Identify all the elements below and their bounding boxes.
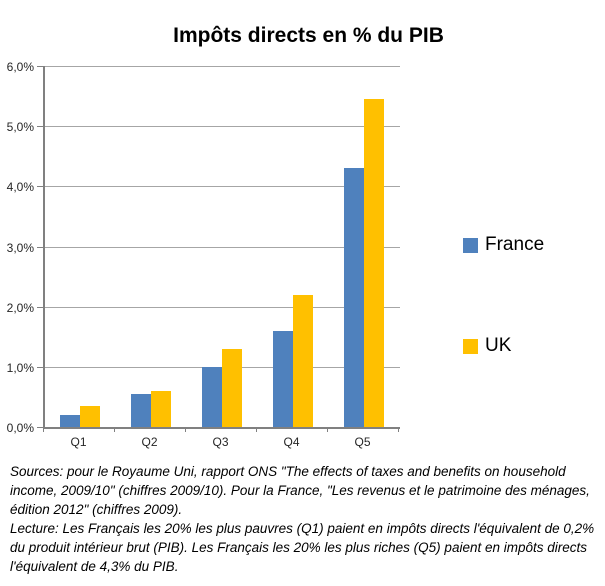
x-axis-label: Q1 <box>70 435 87 449</box>
y-axis-label: 6,0% <box>6 60 34 74</box>
footer-line: l'équivalent de 4,3% du PIB. <box>10 559 179 574</box>
uk-bar-q1 <box>80 405 100 427</box>
legend-swatch-icon <box>463 338 478 354</box>
legend-label: UK <box>485 335 512 356</box>
gridline <box>45 126 400 128</box>
legend-entry-uk: UK <box>463 334 511 358</box>
footer-line: Lecture: Les Français les 20% les plus p… <box>10 521 595 536</box>
y-axis-label: 5,0% <box>6 120 34 135</box>
france-bar-q4 <box>273 330 293 427</box>
chart-title: Impôts directs en % du PIB <box>173 24 444 47</box>
y-axis-tick <box>37 306 43 308</box>
gridline <box>45 66 400 67</box>
y-axis-label: 4,0% <box>6 180 34 195</box>
gridline <box>45 186 400 188</box>
x-axis-label: Q5 <box>354 435 371 449</box>
uk-bar-q4 <box>293 294 313 427</box>
france-bar-q3 <box>202 366 222 427</box>
uk-bar-q3 <box>222 348 242 427</box>
y-axis-tick <box>37 186 43 188</box>
gridline <box>45 306 400 308</box>
france-bar-q5 <box>344 168 364 427</box>
y-axis-label: 3,0% <box>6 240 34 255</box>
y-axis-tick <box>37 126 43 128</box>
footer-line: income, 2009/10" (chiffres 2009/10). Pou… <box>10 483 590 498</box>
x-axis-tick <box>114 427 115 432</box>
france-bar-q1 <box>60 415 80 427</box>
x-axis-tick <box>185 427 186 432</box>
y-axis-label: 1,0% <box>6 360 34 375</box>
footer-line: Sources: pour le Royaume Uni, rapport ON… <box>10 464 566 479</box>
france-bar-q2 <box>131 393 151 427</box>
legend-entry-france: France <box>463 233 544 257</box>
x-axis-tick <box>256 427 257 432</box>
y-axis-tick <box>37 246 43 248</box>
x-axis-label: Q3 <box>212 435 229 449</box>
uk-bar-q5 <box>364 99 384 427</box>
gridline <box>45 246 400 248</box>
x-axis-tick <box>43 427 44 432</box>
sources-note: Sources: pour le Royaume Uni, rapport ON… <box>10 462 602 519</box>
legend-label: France <box>485 234 545 255</box>
y-axis-tick <box>37 66 43 67</box>
y-axis-label: 2,0% <box>6 300 34 315</box>
x-axis-label: Q4 <box>283 435 300 449</box>
y-axis-label: 0,0% <box>6 421 34 435</box>
lecture-note: Lecture: Les Français les 20% les plus p… <box>10 519 602 576</box>
uk-bar-q2 <box>151 390 171 427</box>
x-axis-tick <box>398 427 399 432</box>
x-axis-tick <box>327 427 328 432</box>
x-axis-line <box>43 427 400 429</box>
y-axis-tick <box>37 366 43 368</box>
legend-swatch-icon <box>463 237 478 253</box>
footer-line: du produit intérieur brut (PIB). Les Fra… <box>10 540 588 555</box>
plot-area <box>43 66 400 429</box>
x-axis-label: Q2 <box>141 435 158 449</box>
y-axis-tick <box>37 427 43 428</box>
footer-notes: Sources: pour le Royaume Uni, rapport ON… <box>10 462 602 576</box>
footer-line: édition 2012" (chiffres 2009). <box>10 502 183 517</box>
